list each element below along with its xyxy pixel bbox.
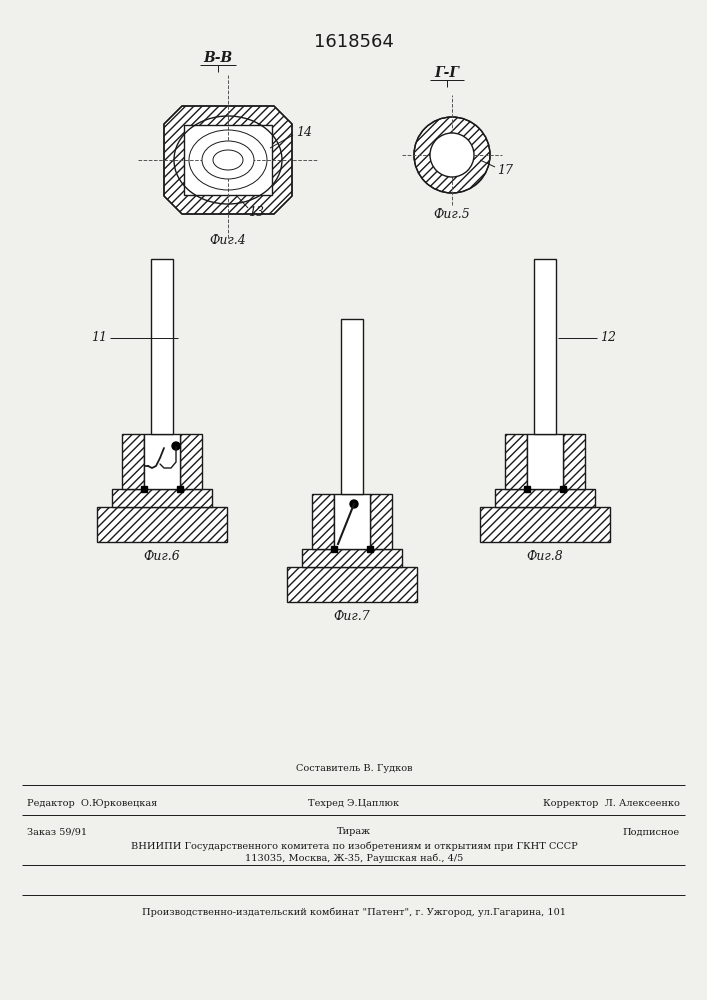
Text: 17: 17	[497, 163, 513, 176]
Bar	[563, 434, 585, 489]
Text: 12: 12	[600, 331, 616, 344]
Text: ВНИИПИ Государственного комитета по изобретениям и открытиям при ГКНТ СССР: ВНИИПИ Государственного комитета по изоб…	[131, 841, 578, 851]
Bar	[122, 434, 144, 489]
Text: Заказ 59/91: Заказ 59/91	[27, 828, 87, 836]
Bar	[331, 546, 337, 552]
Circle shape	[172, 442, 180, 450]
Bar	[341, 319, 363, 494]
Text: Фиг.5: Фиг.5	[433, 209, 470, 222]
Bar	[534, 259, 556, 434]
Polygon shape	[164, 106, 292, 214]
Text: Фиг.4: Фиг.4	[209, 233, 246, 246]
Bar	[312, 494, 334, 549]
Circle shape	[430, 133, 474, 177]
Bar	[177, 486, 183, 492]
Text: Тираж: Тираж	[337, 828, 371, 836]
Bar	[560, 486, 566, 492]
Bar	[367, 546, 373, 552]
Text: Корректор  Л. Алексеенко: Корректор Л. Алексеенко	[543, 798, 680, 808]
Bar	[112, 489, 212, 507]
Text: Фиг.7: Фиг.7	[334, 610, 370, 624]
Text: 14: 14	[296, 125, 312, 138]
Bar	[370, 494, 392, 549]
Bar	[97, 507, 227, 542]
Circle shape	[414, 117, 490, 193]
Bar	[144, 434, 180, 489]
Bar	[495, 489, 595, 507]
Bar	[480, 507, 610, 542]
Text: Производственно-издательский комбинат "Патент", г. Ужгород, ул.Гагарина, 101: Производственно-издательский комбинат "П…	[142, 908, 566, 917]
Bar	[302, 549, 402, 567]
Bar	[334, 494, 370, 549]
Text: Техред Э.Цаплюк: Техред Э.Цаплюк	[308, 798, 399, 808]
Text: Редактор  О.Юрковецкая: Редактор О.Юрковецкая	[27, 798, 157, 808]
Ellipse shape	[202, 141, 254, 179]
Text: Фиг.8: Фиг.8	[527, 550, 563, 564]
Bar	[184, 125, 272, 195]
Text: Г-Г: Г-Г	[435, 66, 460, 80]
Bar	[524, 486, 530, 492]
Text: 1618564: 1618564	[314, 33, 394, 51]
Ellipse shape	[213, 150, 243, 170]
Bar	[151, 259, 173, 434]
Bar	[527, 434, 563, 489]
Text: 113035, Москва, Ж-35, Раушская наб., 4/5: 113035, Москва, Ж-35, Раушская наб., 4/5	[245, 853, 463, 863]
Bar	[180, 434, 202, 489]
Bar	[141, 486, 147, 492]
Text: 13: 13	[248, 206, 264, 219]
Text: В-В: В-В	[204, 51, 233, 65]
Bar	[287, 567, 417, 602]
Text: Подписное: Подписное	[623, 828, 680, 836]
Text: 11: 11	[91, 331, 107, 344]
Text: Фиг.6: Фиг.6	[144, 550, 180, 564]
Bar	[505, 434, 527, 489]
Text: Составитель В. Гудков: Составитель В. Гудков	[296, 764, 412, 773]
Circle shape	[350, 500, 358, 508]
